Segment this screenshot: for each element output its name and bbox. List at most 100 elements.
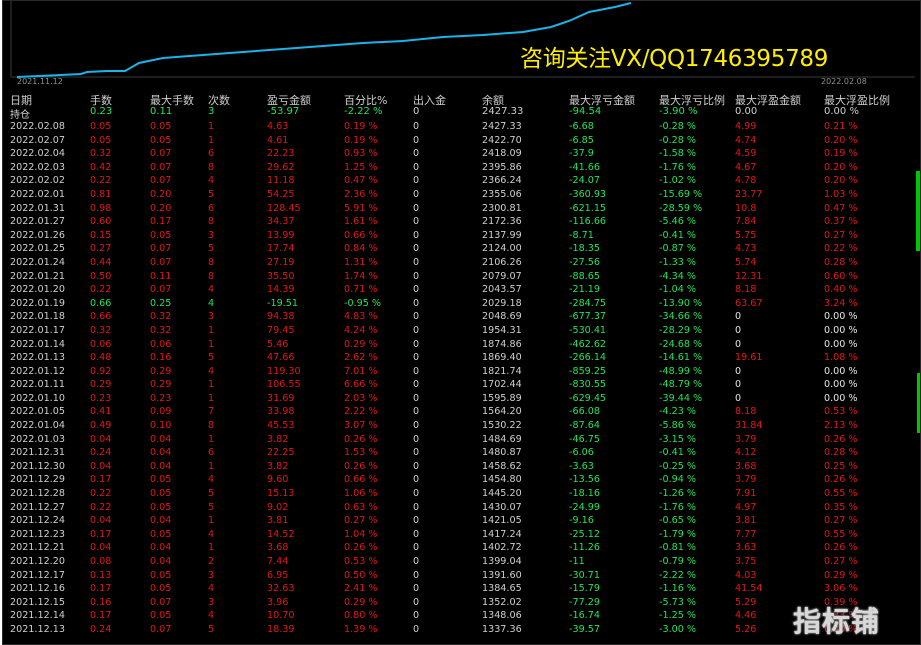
- cell-max-lots: 0.05: [150, 474, 172, 486]
- table-row[interactable]: 2022.01.04 0.49 0.10 8 45.53 3.07 % 0 1530.22 -8…: [3, 419, 920, 433]
- cell-max-float-loss-pct: -28.29 %: [659, 324, 703, 336]
- cell-max-lots: 0.07: [150, 284, 172, 296]
- cell-date: 2022.01.14: [10, 338, 65, 350]
- cell-max-lots: 0.07: [150, 243, 172, 255]
- cell-max-float-loss-pct: -13.90 %: [659, 297, 703, 309]
- table-row[interactable]: 2022.01.31 0.98 0.20 6 128.45 5.91 % 0 2300.81 -…: [3, 202, 920, 216]
- table-row[interactable]: 2022.01.24 0.44 0.07 8 27.19 1.31 % 0 2106.26 -2…: [3, 256, 920, 270]
- cell-pnl: 11.18: [267, 175, 295, 187]
- cell-balance: 1480.87: [482, 447, 522, 459]
- side-indicator: [916, 171, 920, 251]
- table-row[interactable]: 2022.01.10 0.23 0.23 1 31.69 2.03 % 0 1595.89 -6…: [3, 392, 920, 406]
- table-row[interactable]: 2022.02.04 0.32 0.07 6 22.23 0.93 % 0 2418.09 -3…: [3, 147, 920, 161]
- cell-date: 2022.01.18: [10, 311, 65, 323]
- table-row[interactable]: 2021.12.16 0.17 0.05 4 32.63 2.41 % 0 1384.65 -1…: [3, 582, 920, 596]
- cell-pnl: 29.62: [267, 161, 295, 173]
- table-row[interactable]: 2021.12.13 0.24 0.07 5 18.39 1.39 % 0 1337.36 -3…: [3, 623, 920, 637]
- table-row[interactable]: 2022.02.08 0.05 0.05 1 4.63 0.19 % 0 2427.33 -6.…: [3, 120, 920, 134]
- table-row[interactable]: 2022.01.14 0.06 0.06 1 5.46 0.29 % 0 1874.86 -46…: [3, 338, 920, 352]
- cell-balance: 1421.05: [482, 515, 522, 527]
- table-row[interactable]: 2021.12.27 0.22 0.05 5 9.02 0.63 % 0 1430.07 -24…: [3, 501, 920, 515]
- cell-lots: 0.04: [90, 460, 112, 472]
- cell-count: 7: [208, 406, 215, 418]
- table-row[interactable]: 2021.12.20 0.08 0.04 2 7.44 0.53 % 0 1399.04 -11…: [3, 555, 920, 569]
- cell-percent: 0.80 %: [344, 610, 378, 622]
- table-row[interactable]: 2021.12.30 0.04 0.04 1 3.82 0.26 % 0 1458.62 -3.…: [3, 460, 920, 474]
- cell-count: 8: [208, 216, 215, 228]
- holding-max-float-profit: 0.00: [735, 106, 758, 117]
- header-deposit: 出入金: [413, 94, 446, 107]
- cell-date: 2022.01.24: [10, 256, 65, 268]
- cell-max-float-profit-pct: 1.03 %: [824, 188, 858, 200]
- cell-date: 2022.01.20: [10, 284, 65, 296]
- table-row[interactable]: 2021.12.24 0.04 0.04 1 3.81 0.27 % 0 1421.05 -9.…: [3, 514, 920, 528]
- holding-max-lots: 0.11: [150, 106, 173, 117]
- cell-max-float-profit-pct: 0.00 %: [824, 365, 858, 377]
- cell-balance: 2124.00: [482, 243, 522, 255]
- cell-date: 2021.12.21: [10, 542, 65, 554]
- table-row[interactable]: 2022.01.18 0.66 0.32 3 94.38 4.83 % 0 2048.69 -6…: [3, 310, 920, 324]
- table-row[interactable]: 2022.01.13 0.48 0.16 5 47.66 2.62 % 0 1869.40 -2…: [3, 351, 920, 365]
- cell-max-float-profit-pct: 0.37 %: [824, 216, 858, 228]
- table-row[interactable]: 2022.01.11 0.29 0.29 1 106.55 6.66 % 0 1702.44 -…: [3, 378, 920, 392]
- table-row[interactable]: 2021.12.29 0.17 0.05 4 9.60 0.66 % 0 1454.80 -13…: [3, 473, 920, 487]
- cell-date: 2021.12.28: [10, 488, 65, 500]
- cell-deposit: 0: [413, 175, 420, 187]
- table-row[interactable]: 2022.01.19 0.66 0.25 4 -19.51 -0.95 % 0 2029.18…: [3, 297, 920, 311]
- table-row[interactable]: 2022.01.05 0.41 0.09 7 33.98 2.22 % 0 1564.20 -6…: [3, 405, 920, 419]
- table-row[interactable]: 2022.01.21 0.50 0.11 8 35.50 1.74 % 0 2079.07 -8…: [3, 270, 920, 284]
- cell-max-float-profit: 7.91: [735, 488, 757, 500]
- cell-lots: 0.44: [90, 256, 112, 268]
- cell-count: 1: [208, 121, 215, 132]
- cell-max-float-profit: 8.18: [735, 406, 757, 418]
- cell-percent: 2.41 %: [344, 583, 378, 595]
- table-row[interactable]: 2021.12.17 0.13 0.05 3 6.95 0.50 % 0 1391.60 -30…: [3, 569, 920, 583]
- cell-count: 4: [208, 583, 215, 595]
- table-row[interactable]: 2022.01.17 0.32 0.32 1 79.45 4.24 % 0 1954.31 -5…: [3, 324, 920, 338]
- table-row[interactable]: 2021.12.14 0.17 0.05 4 10.70 0.80 % 0 1348.06 -1…: [3, 609, 920, 623]
- cell-date: 2022.01.11: [10, 379, 65, 391]
- table-row[interactable]: 2022.01.26 0.15 0.05 3 13.99 0.66 % 0 2137.99 -8…: [3, 229, 920, 243]
- cell-percent: 0.26 %: [344, 433, 378, 445]
- table-row[interactable]: 2022.02.07 0.05 0.05 1 4.61 0.19 % 0 2422.70 -6.…: [3, 134, 920, 148]
- cell-deposit: 0: [413, 284, 420, 296]
- table-row[interactable]: 2022.01.12 0.92 0.29 4 119.30 7.01 % 0 1821.74 -…: [3, 365, 920, 379]
- table-row[interactable]: 2021.12.23 0.17 0.05 4 14.52 1.04 % 0 1417.24 -2…: [3, 528, 920, 542]
- cell-percent: 1.39 %: [344, 623, 378, 635]
- header-max-float-profit: 最大浮盈金额: [735, 94, 801, 107]
- cell-max-float-loss-pct: -2.22 %: [659, 569, 696, 581]
- cell-balance: 2300.81: [482, 202, 522, 214]
- table-row[interactable]: 2022.01.20 0.22 0.07 4 14.39 0.71 % 0 2043.57 -2…: [3, 283, 920, 297]
- header-max-float-profit-pct: 最大浮盈比例: [824, 94, 890, 107]
- table-row[interactable]: 2022.02.02 0.22 0.07 4 11.18 0.47 % 0 2366.24 -2…: [3, 174, 920, 188]
- table-row[interactable]: 2021.12.15 0.16 0.07 3 3.96 0.29 % 0 1352.02 -77…: [3, 596, 920, 610]
- cell-max-float-loss: -25.12: [569, 528, 600, 540]
- cell-max-lots: 0.05: [150, 583, 172, 595]
- cell-max-float-profit-pct: 0.27 %: [824, 229, 858, 241]
- table-row[interactable]: 2021.12.28 0.22 0.05 5 15.13 1.06 % 0 1445.20 -1…: [3, 487, 920, 501]
- cell-max-lots: 0.07: [150, 175, 172, 187]
- cell-pnl: 3.96: [267, 596, 289, 608]
- cell-date: 2022.01.17: [10, 324, 65, 336]
- table-row[interactable]: 2022.02.03 0.42 0.07 8 29.62 1.25 % 0 2395.86 -4…: [3, 161, 920, 175]
- header-max-float-loss-pct: 最大浮亏比例: [659, 94, 725, 107]
- cell-lots: 0.22: [90, 284, 112, 296]
- table-row[interactable]: 2022.02.01 0.81 0.20 5 54.25 2.36 % 0 2355.06 -3…: [3, 188, 920, 202]
- cell-date: 2022.01.12: [10, 365, 65, 377]
- cell-count: 6: [208, 148, 215, 160]
- cell-deposit: 0: [413, 324, 420, 336]
- holding-max-float-profit-pct: 0.00 %: [824, 106, 859, 117]
- cell-max-lots: 0.07: [150, 148, 172, 160]
- cell-max-float-profit-pct: 0.35 %: [824, 501, 858, 513]
- cell-max-float-loss: -13.56: [569, 474, 600, 486]
- table-row[interactable]: 2022.01.03 0.04 0.04 1 3.82 0.26 % 0 1484.69 -46…: [3, 433, 920, 447]
- table-row[interactable]: 2022.01.27 0.60 0.17 8 34.37 1.61 % 0 2172.36 -1…: [3, 215, 920, 229]
- table-row[interactable]: 2021.12.21 0.04 0.04 1 3.68 0.26 % 0 1402.72 -11…: [3, 541, 920, 555]
- cell-max-float-profit-pct: 0.20 %: [824, 161, 858, 173]
- table-row[interactable]: 2021.12.31 0.24 0.04 6 22.25 1.53 % 0 1480.87 -6…: [3, 446, 920, 460]
- cell-deposit: 0: [413, 515, 420, 527]
- cell-max-lots: 0.23: [150, 392, 172, 404]
- cell-pnl: 35.50: [267, 270, 295, 282]
- table-row[interactable]: 2022.01.25 0.27 0.07 5 17.74 0.84 % 0 2124.00 -1…: [3, 242, 920, 256]
- cell-lots: 0.04: [90, 515, 112, 527]
